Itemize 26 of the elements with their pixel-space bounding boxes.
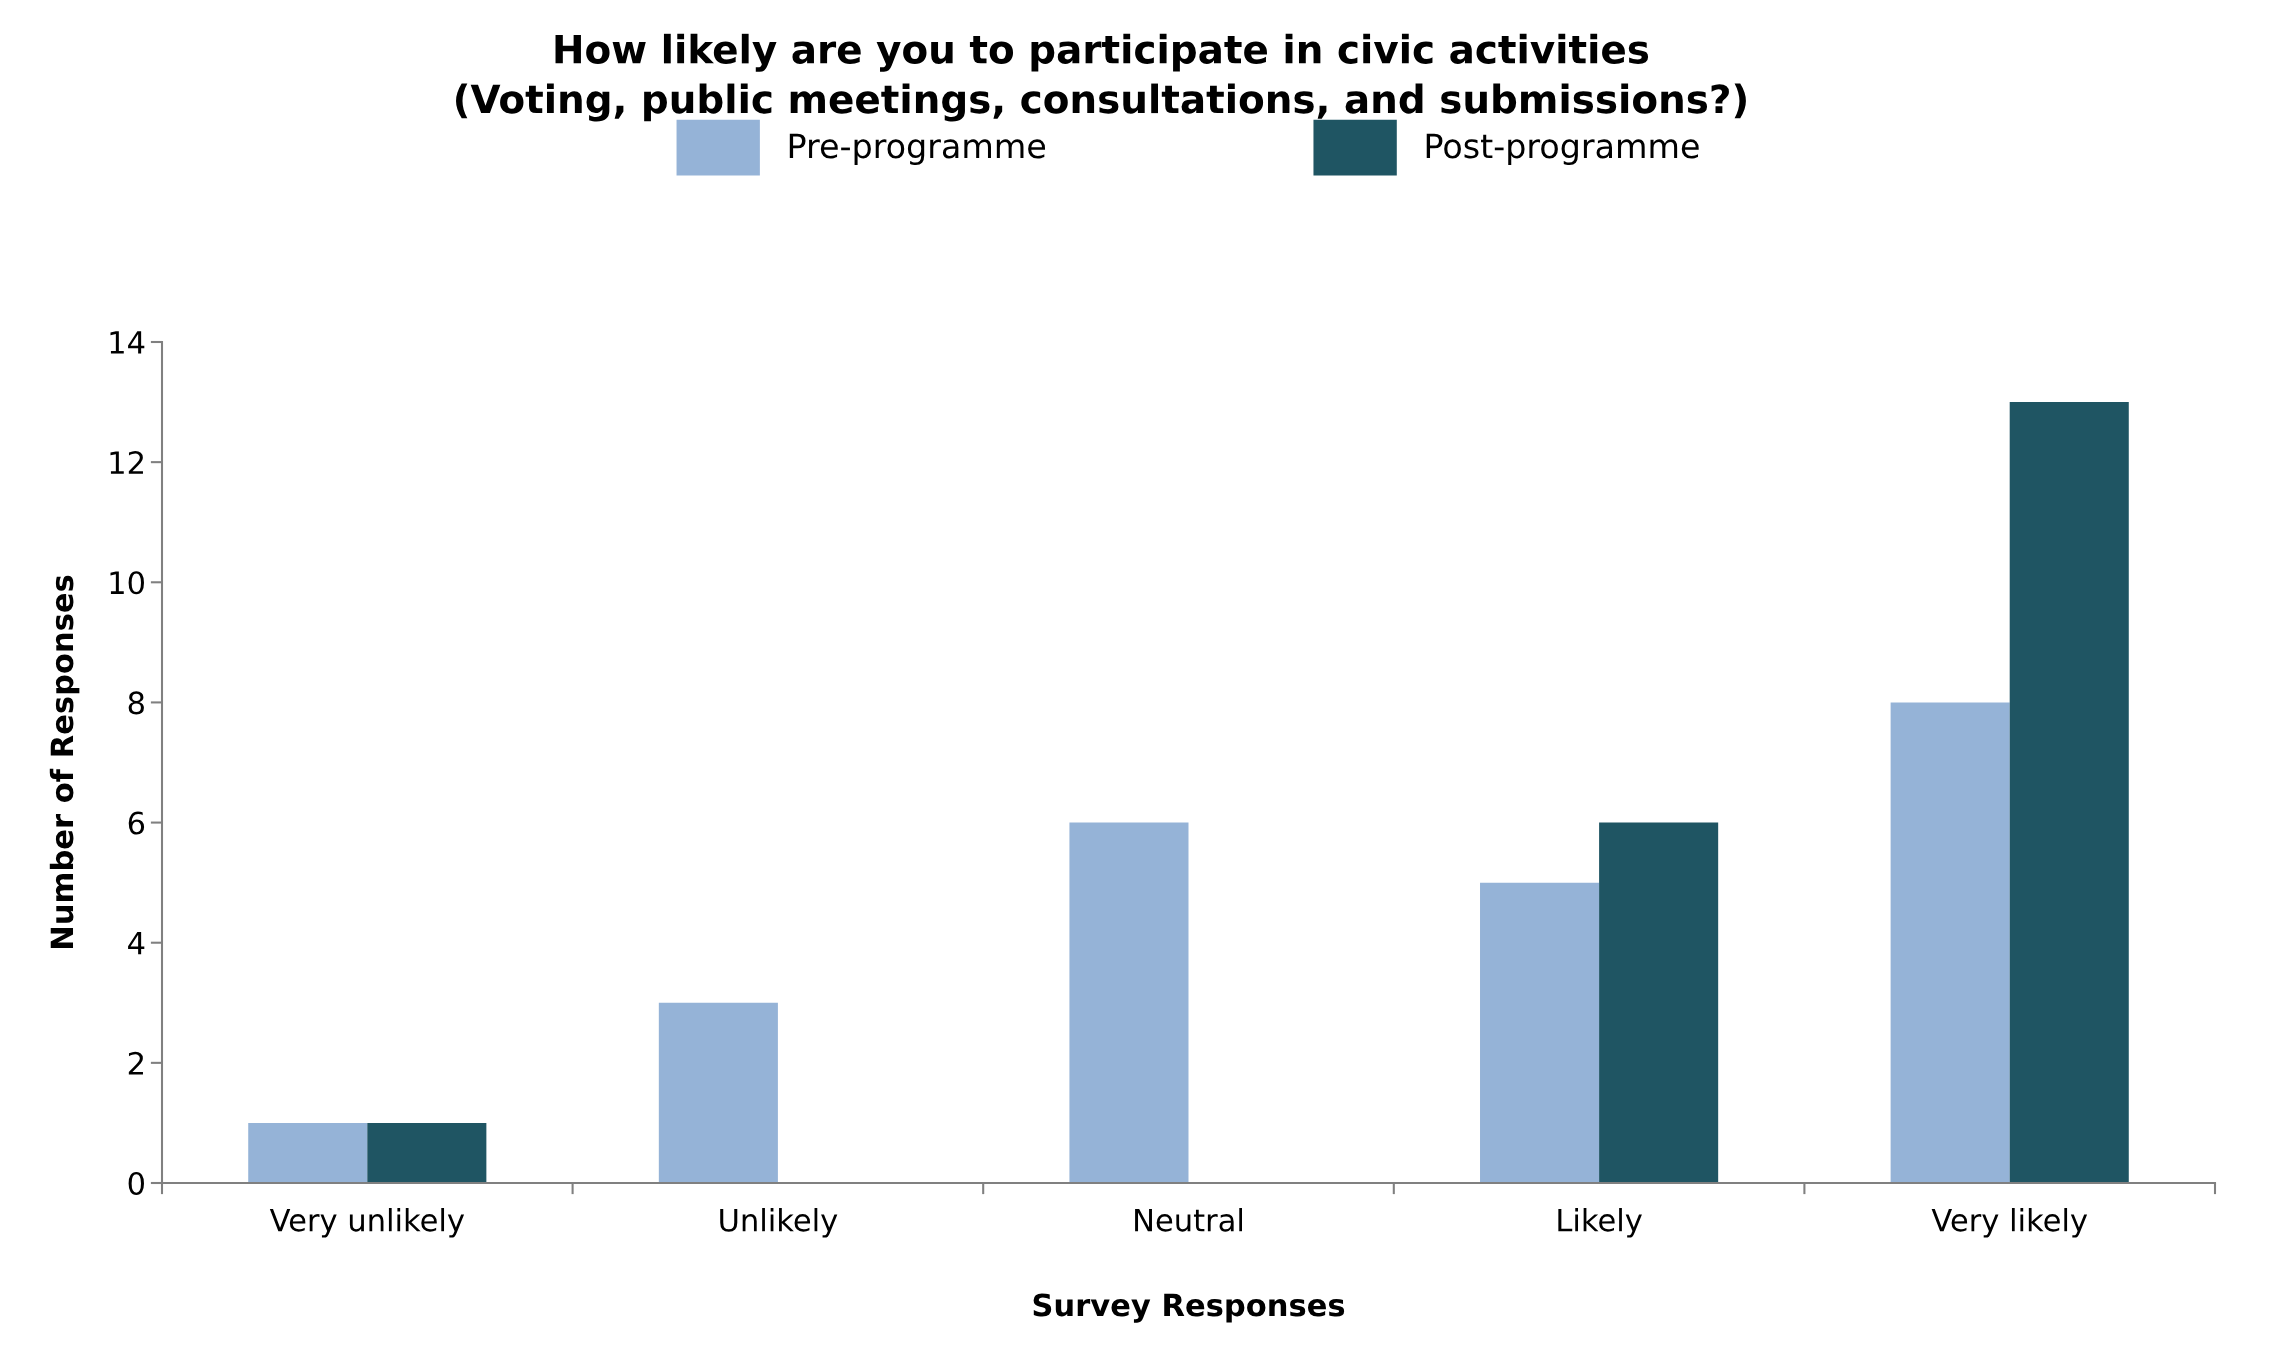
bar bbox=[1890, 702, 2010, 1183]
bar bbox=[2009, 402, 2129, 1183]
y-tick-label: 10 bbox=[110, 571, 144, 595]
bar bbox=[1069, 822, 1189, 1183]
x-tick-label: Unlikely bbox=[720, 1208, 838, 1238]
bar bbox=[658, 1002, 778, 1183]
legend-label: Post-programme bbox=[1426, 133, 1699, 165]
legend-label: Pre-programme bbox=[789, 133, 1046, 165]
y-tick-label: 4 bbox=[128, 932, 145, 955]
y-tick-label: 12 bbox=[110, 451, 143, 474]
bar bbox=[367, 1122, 487, 1183]
y-tick-label: 6 bbox=[128, 811, 145, 835]
bar bbox=[248, 1122, 368, 1183]
x-axis-title: Survey Responses bbox=[1033, 1293, 1345, 1323]
y-tick-label: 8 bbox=[128, 691, 144, 715]
bar bbox=[1599, 822, 1719, 1183]
x-tick-label: Neutral bbox=[1135, 1208, 1243, 1232]
y-axis-title: Number of Responses bbox=[49, 575, 80, 948]
x-tick-label: Very likely bbox=[1931, 1208, 2088, 1238]
y-tick-label: 2 bbox=[128, 1051, 143, 1075]
chart-title: How likely are you to participate in civic activities (Voting, public meetings, consultations, and submissions?) bbox=[456, 33, 1746, 122]
y-tick-label: 0 bbox=[128, 1171, 144, 1196]
x-tick-label: Very unlikely bbox=[269, 1208, 465, 1238]
x-tick-label: Likely bbox=[1558, 1208, 1642, 1238]
bar bbox=[1480, 882, 1600, 1183]
y-tick-label: 14 bbox=[110, 331, 145, 354]
